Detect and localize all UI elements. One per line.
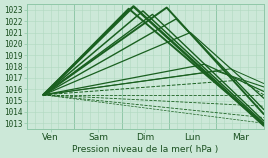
X-axis label: Pression niveau de la mer( hPa ): Pression niveau de la mer( hPa ) — [72, 145, 218, 154]
